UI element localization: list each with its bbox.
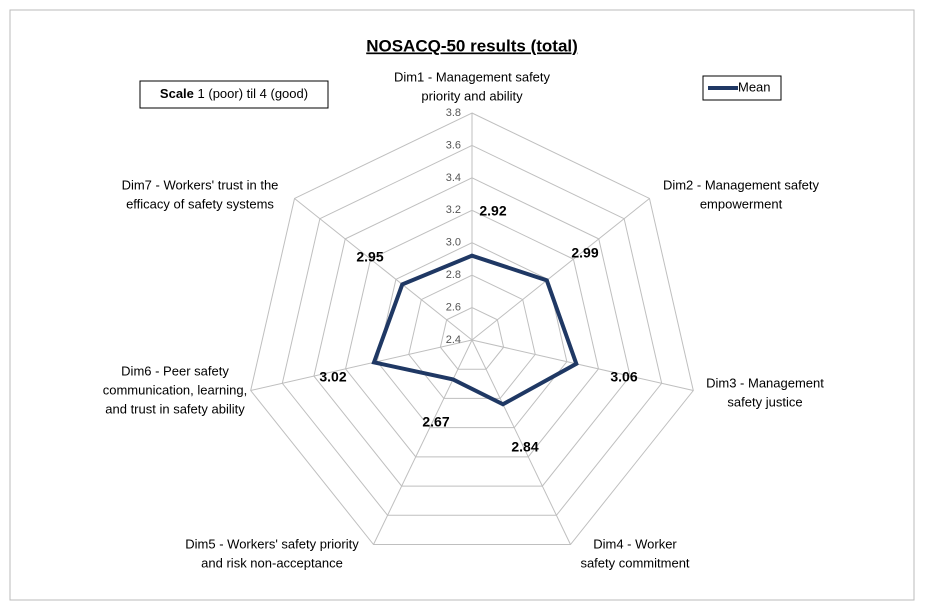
tick-label: 3.2 — [446, 204, 461, 216]
data-label: 2.67 — [422, 414, 449, 430]
chart-title: NOSACQ-50 results (total) — [366, 36, 578, 55]
category-label: safety commitment — [580, 555, 689, 570]
tick-label: 2.8 — [446, 269, 461, 281]
spoke — [250, 339, 473, 391]
grid-ring — [344, 209, 600, 458]
grid-ring — [313, 177, 631, 487]
data-label: 2.84 — [511, 439, 538, 455]
category-label: safety justice — [727, 394, 802, 409]
note-bold: Scale — [160, 86, 194, 101]
data-label: 2.92 — [479, 203, 506, 219]
tick-label: 2.4 — [446, 334, 461, 346]
data-label: 3.02 — [319, 369, 346, 385]
category-label: Dim3 - Management — [706, 375, 824, 390]
category-label: Dim4 - Worker — [593, 536, 677, 551]
data-label: 2.95 — [356, 249, 383, 265]
tick-label: 3.6 — [446, 139, 461, 151]
category-label: and risk non-acceptance — [201, 555, 343, 570]
tick-label: 3.0 — [446, 237, 461, 249]
spoke — [373, 339, 473, 545]
tick-label: 3.4 — [446, 172, 461, 184]
category-label: Dim7 - Workers' trust in the — [122, 177, 279, 192]
spoke — [471, 198, 650, 341]
grid-ring — [408, 274, 536, 399]
category-label: and trust in safety ability — [105, 401, 245, 416]
note-box — [139, 80, 329, 109]
data-label: 3.06 — [610, 369, 637, 385]
category-label: Dim6 - Peer safety — [121, 363, 229, 378]
category-label: Dim5 - Workers' safety priority — [185, 536, 359, 551]
data-label: 2.99 — [571, 245, 598, 261]
legend-label: Mean — [738, 79, 771, 94]
category-label: Dim1 - Management safety — [394, 69, 551, 84]
spoke — [294, 198, 473, 341]
category-label: efficacy of safety systems — [126, 196, 274, 211]
grid-ring — [250, 112, 694, 546]
grid-ring — [439, 307, 505, 370]
series-line — [371, 253, 579, 407]
spoke — [471, 339, 571, 545]
category-label: communication, learning, — [103, 382, 248, 397]
category-label: Dim2 - Management safety — [663, 177, 820, 192]
category-label: empowerment — [700, 196, 783, 211]
category-label: priority and ability — [421, 88, 523, 103]
spoke — [471, 339, 694, 391]
note-text: 1 (poor) til 4 (good) — [194, 86, 308, 101]
tick-label: 3.8 — [446, 107, 461, 119]
tick-label: 2.6 — [446, 301, 461, 313]
grid-ring — [281, 144, 663, 516]
note: Scale 1 (poor) til 4 (good) — [160, 86, 308, 101]
